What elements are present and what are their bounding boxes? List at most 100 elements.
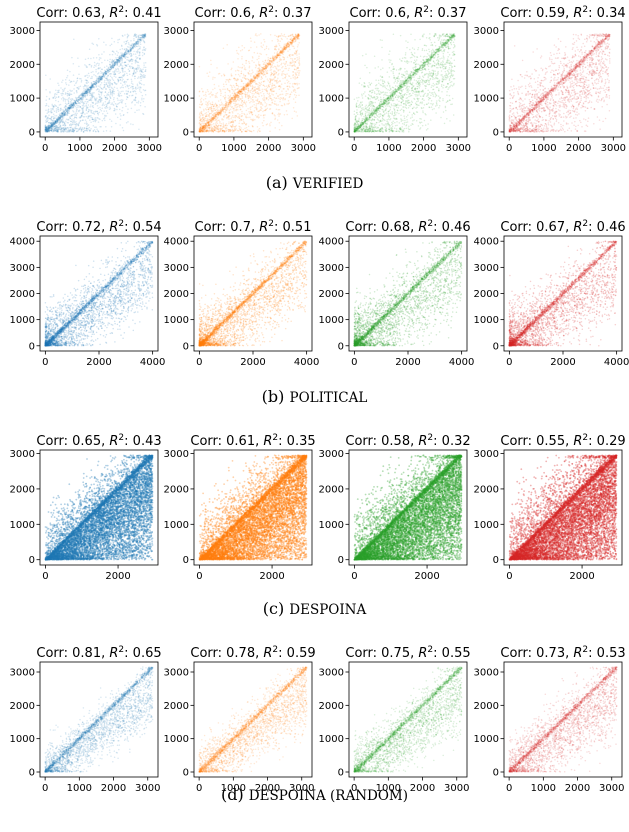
scatter-point — [249, 130, 251, 132]
scatter-point — [122, 35, 124, 37]
scatter-point — [282, 105, 284, 107]
scatter-point — [231, 116, 233, 118]
scatter-point — [96, 89, 98, 91]
scatter-point — [82, 120, 84, 122]
scatter-point — [71, 115, 73, 117]
scatter-point — [118, 59, 120, 61]
scatter-point — [203, 95, 205, 97]
scatter-point — [205, 122, 207, 124]
scatter-point — [70, 101, 72, 103]
scatter-point — [288, 54, 290, 56]
scatter-point — [104, 67, 106, 69]
scatter-point — [202, 91, 204, 93]
scatter-point — [100, 84, 102, 86]
scatter-point — [294, 38, 296, 40]
scatter-point — [222, 88, 224, 90]
scatter-point — [116, 69, 118, 71]
scatter-point — [104, 84, 106, 86]
scatter-point — [144, 35, 146, 37]
scatter-point — [240, 127, 242, 129]
scatter-point — [237, 130, 239, 132]
scatter-point — [100, 92, 102, 94]
scatter-point — [236, 80, 238, 82]
scatter-point — [241, 94, 243, 96]
scatter-point — [133, 51, 135, 53]
scatter-point — [63, 98, 65, 100]
scatter-point — [46, 121, 48, 123]
scatter-point — [203, 114, 205, 116]
scatter-point — [114, 70, 116, 72]
scatter-point — [270, 83, 272, 85]
scatter-point — [247, 129, 249, 131]
scatter-point — [47, 119, 49, 121]
scatter-point — [229, 96, 231, 98]
scatter-point — [210, 60, 212, 62]
scatter-point — [123, 114, 125, 116]
scatter-point — [226, 118, 228, 120]
scatter-point — [60, 126, 62, 128]
scatter-point — [86, 66, 88, 68]
scatter-point — [201, 125, 203, 127]
scatter-point — [115, 123, 117, 125]
scatter-point — [217, 120, 219, 122]
scatter-point — [294, 89, 296, 91]
scatter-point — [245, 84, 247, 86]
scatter-point — [199, 131, 201, 133]
scatter-point — [81, 81, 83, 83]
scatter-point — [129, 67, 131, 69]
scatter-point — [82, 128, 84, 130]
scatter-point — [274, 97, 276, 99]
scatter-point — [250, 86, 252, 88]
scatter-point — [54, 123, 56, 125]
scatter-point — [141, 83, 143, 85]
scatter-point — [246, 86, 248, 88]
scatter-point — [254, 90, 256, 92]
scatter-point — [204, 131, 206, 133]
scatter-point — [84, 86, 86, 88]
scatter-point — [73, 88, 75, 90]
scatter-point — [228, 97, 230, 99]
scatter-point — [266, 48, 268, 50]
scatter-point — [108, 67, 110, 69]
scatter-point — [220, 125, 222, 127]
scatter-point — [299, 63, 301, 65]
scatter-point — [95, 86, 97, 88]
scatter-point — [47, 117, 49, 119]
scatter-point — [211, 129, 213, 131]
scatter-point — [122, 53, 124, 55]
scatter-point — [248, 72, 250, 74]
scatter-point — [210, 120, 212, 122]
scatter-point — [233, 126, 235, 128]
scatter-point — [130, 91, 132, 93]
scatter-point — [119, 102, 121, 104]
scatter-point — [224, 98, 226, 100]
scatter-point — [226, 84, 228, 86]
scatter-point — [125, 52, 127, 54]
scatter-point — [73, 106, 75, 108]
scatter-point — [266, 103, 268, 105]
scatter-point — [114, 81, 116, 83]
scatter-point — [277, 41, 279, 43]
scatter-point — [92, 92, 94, 94]
scatter-point — [212, 101, 214, 103]
scatter-point — [118, 73, 120, 75]
scatter-point — [258, 56, 260, 58]
scatter-point — [262, 98, 264, 100]
scatter-point — [131, 58, 133, 60]
scatter-point — [101, 110, 103, 112]
scatter-point — [205, 91, 207, 93]
scatter-point — [137, 51, 139, 53]
scatter-point — [277, 62, 279, 64]
scatter-point — [249, 66, 251, 68]
scatter-point — [254, 80, 256, 82]
scatter-point — [235, 78, 237, 80]
scatter-point — [277, 54, 279, 56]
scatter-point — [237, 99, 239, 101]
scatter-point — [104, 86, 106, 88]
scatter-point — [141, 40, 143, 42]
scatter-point — [265, 60, 267, 62]
scatter-point — [214, 125, 216, 127]
scatter-point — [65, 82, 67, 84]
scatter-point — [245, 115, 247, 117]
scatter-point — [210, 64, 212, 66]
